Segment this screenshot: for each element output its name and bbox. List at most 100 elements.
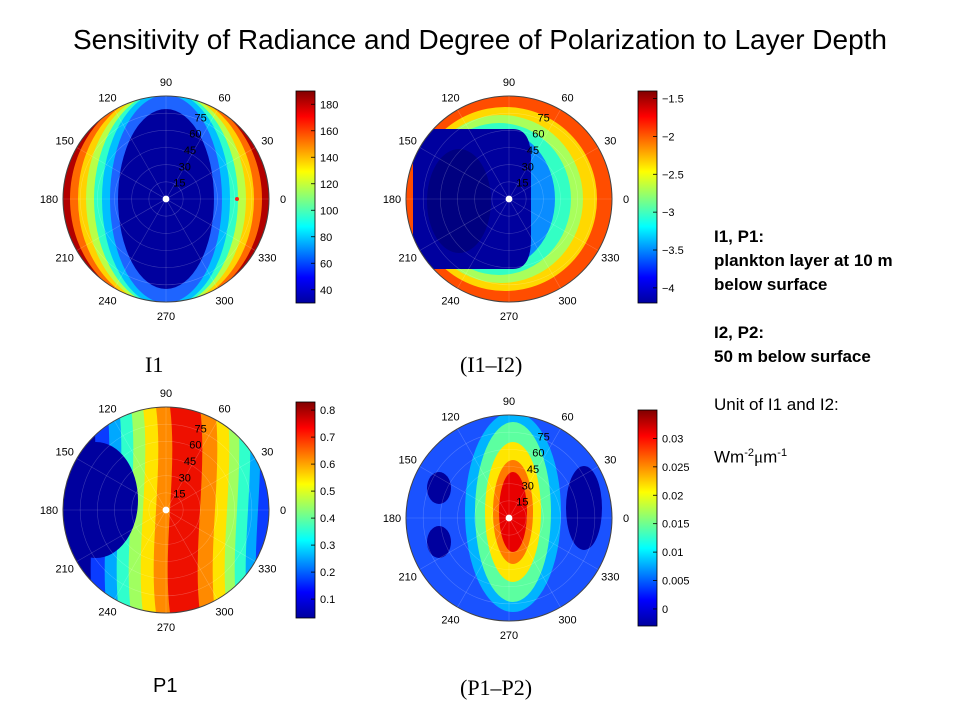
azimuth-label: 90	[160, 77, 172, 89]
azimuth-label: 150	[55, 136, 73, 148]
colorbar-tick-label: −2.5	[662, 169, 684, 181]
polar-grid: 0 30 60 90 120 150 180 210 240 270 300 330 15 30 45 60 7…	[383, 77, 629, 323]
azimuth-label: 180	[383, 513, 401, 525]
nadir-marker	[505, 195, 513, 203]
colorbar-gradient	[295, 401, 316, 619]
notes-panel: I1, P1: plankton layer at 10 m below sur…	[714, 225, 954, 470]
azimuth-label: 330	[258, 253, 276, 265]
zenith-label: 60	[189, 129, 201, 141]
zenith-label: 30	[522, 161, 534, 173]
unit-base-w: Wm	[714, 447, 745, 467]
azimuth-label: 60	[561, 412, 573, 424]
note-i1-p1-label: I1, P1:	[714, 227, 765, 246]
heatmap-field-2	[63, 407, 269, 613]
colorbar-tick-label: 160	[320, 126, 338, 138]
colorbar-tick-label: −3.5	[662, 245, 684, 257]
nadir-marker	[162, 506, 170, 514]
azimuth-label: 120	[98, 93, 116, 105]
grid-ring	[131, 475, 201, 545]
colorbar-tick-label: 120	[320, 179, 338, 191]
azimuth-label: 300	[215, 295, 233, 307]
azimuth-label: 240	[441, 295, 459, 307]
colorbar-gradient	[295, 90, 316, 304]
contour-band	[212, 407, 231, 613]
contour-band	[566, 466, 602, 550]
grid-ring	[491, 500, 527, 536]
azimuth-label: 120	[441, 412, 459, 424]
grid-ring	[148, 492, 184, 528]
caption-p1: P1	[153, 675, 178, 697]
azimuth-label: 330	[258, 564, 276, 576]
grid-ring	[114, 147, 218, 251]
azimuth-label: 0	[623, 194, 629, 206]
caption-i1: I1	[145, 352, 164, 377]
caption-p1-minus-p2: (P1–P2)	[460, 675, 533, 700]
unit-base-m: m	[763, 447, 778, 467]
polar-boundary	[405, 95, 613, 303]
colorbar-tick-label: 0.8	[320, 405, 335, 417]
azimuth-label: 30	[261, 447, 273, 459]
colorbar-tick-label: 180	[320, 99, 338, 111]
zenith-label: 15	[173, 489, 185, 501]
zenith-label: 15	[173, 178, 185, 190]
azimuth-label: 270	[500, 311, 518, 323]
azimuth-label: 270	[157, 311, 175, 323]
colorbar-tick-label: 0.025	[662, 462, 690, 474]
azimuth-label: 0	[280, 505, 286, 517]
grid-ring	[97, 441, 235, 579]
polar-boundary	[62, 95, 270, 303]
zenith-label: 60	[532, 129, 544, 141]
colorbar: −1.5 −2 −2.5 −3 −3.5 −4	[637, 90, 684, 304]
colorbar-tick-label: 140	[320, 152, 338, 164]
zenith-label: 75	[538, 431, 550, 443]
zenith-label: 75	[195, 112, 207, 124]
azimuth-label: 30	[604, 455, 616, 467]
unit-exp-minus2: -2	[744, 447, 754, 459]
grid-ring	[491, 181, 527, 217]
azimuth-label: 60	[561, 93, 573, 105]
azimuth-label: 90	[160, 388, 172, 400]
azimuth-label: 30	[261, 136, 273, 148]
zenith-label: 60	[532, 448, 544, 460]
azimuth-label: 120	[441, 93, 459, 105]
page-title: Sensitivity of Radiance and Degree of Po…	[72, 24, 888, 55]
colorbar-tick-label: 0.2	[320, 567, 335, 579]
azimuth-label: 120	[98, 404, 116, 416]
grid-ring	[440, 130, 578, 268]
colorbar-tick-label: 0.3	[320, 540, 335, 552]
polar-boundary	[62, 406, 270, 614]
azimuth-label: 240	[441, 614, 459, 626]
unit-mu: μ	[754, 447, 764, 467]
note-plankton-depth: plankton layer at 10 m	[714, 251, 893, 270]
contour-band	[167, 407, 204, 613]
zenith-label: 45	[184, 145, 196, 157]
azimuth-label: 210	[398, 572, 416, 584]
caption-i1-minus-i2: (I1–I2)	[460, 352, 523, 377]
contour-band	[427, 526, 451, 558]
grid-ring	[422, 112, 596, 286]
colorbar-tick-label: −4	[662, 283, 675, 295]
azimuth-label: 0	[623, 513, 629, 525]
colorbar-tick-label: 0.03	[662, 433, 683, 445]
azimuth-label: 240	[98, 295, 116, 307]
colorbar-tick-label: 100	[320, 205, 338, 217]
zenith-label: 75	[538, 112, 550, 124]
azimuth-label: 210	[398, 253, 416, 265]
colorbar-tick-label: 0.5	[320, 486, 335, 498]
grid-ring	[457, 466, 561, 570]
colorbar-tick-label: 40	[320, 285, 332, 297]
contour-band	[427, 472, 451, 504]
zenith-label: 75	[195, 423, 207, 435]
azimuth-label: 180	[40, 505, 58, 517]
colorbar-tick-label: 0.015	[662, 519, 690, 531]
colorbar-tick-label: 0.02	[662, 490, 683, 502]
polar-grid: 0 30 60 90 120 150 180 210 240 270 300 330 15 30 45 60 7…	[40, 388, 286, 634]
note-unit-value: Wm-2μm-1	[714, 441, 954, 470]
grid-ring	[114, 458, 218, 562]
unit-exp-minus1: -1	[777, 447, 788, 459]
azimuth-label: 60	[218, 404, 230, 416]
colorbar: 0 0.005 0.01 0.015 0.02 0.025 0.03	[637, 409, 690, 627]
grid-ring	[440, 449, 578, 587]
colorbar-gradient	[637, 409, 658, 627]
